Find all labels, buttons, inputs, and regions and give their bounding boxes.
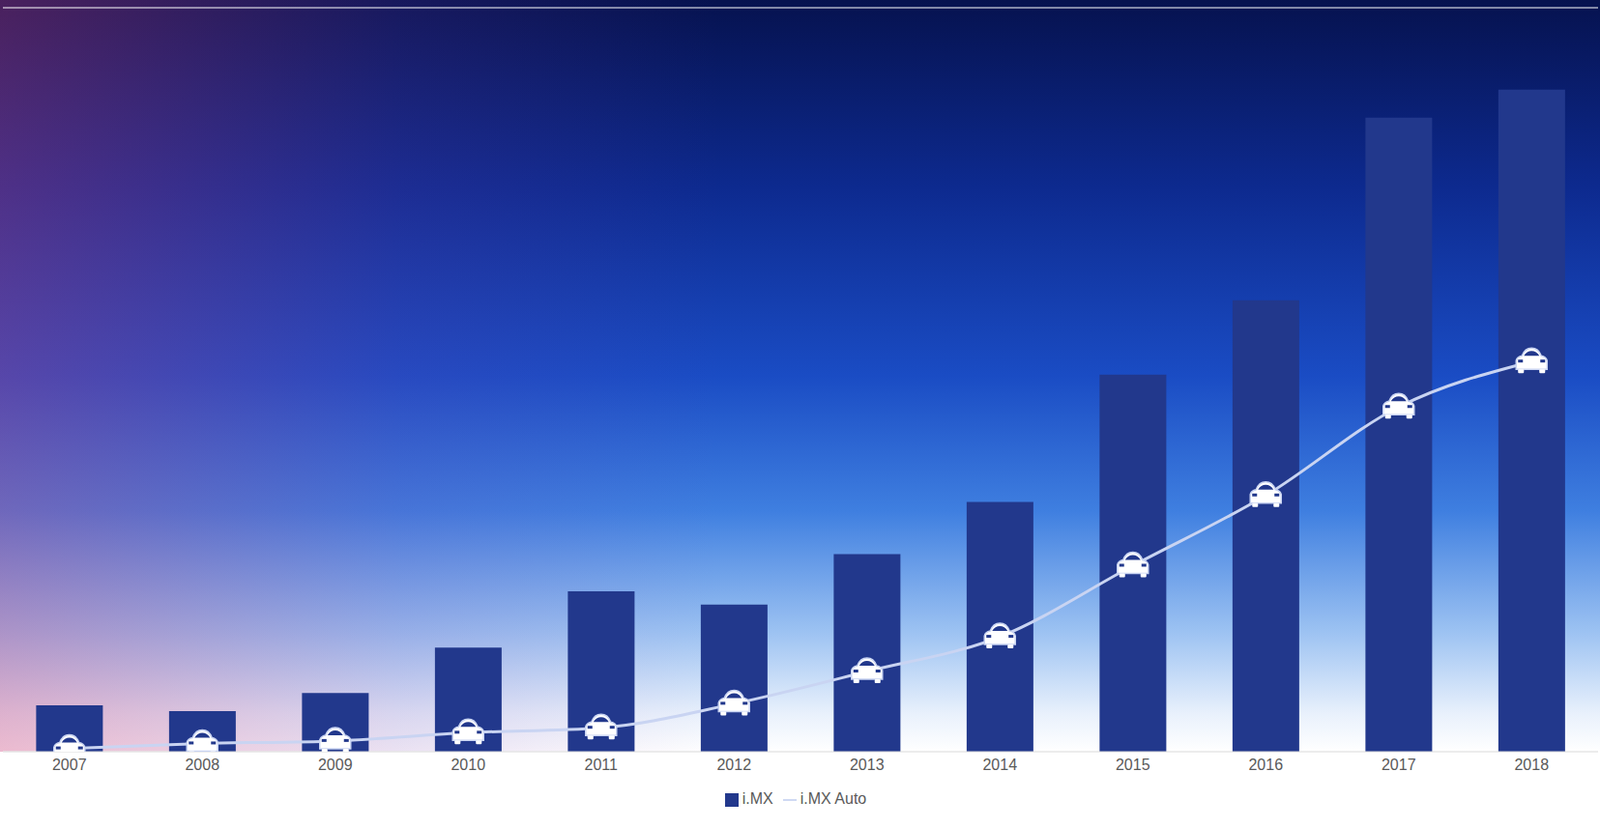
svg-text:2016: 2016	[1248, 756, 1283, 774]
svg-text:2014: 2014	[982, 756, 1018, 774]
svg-text:2009: 2009	[318, 756, 353, 774]
svg-text:2018: 2018	[1513, 756, 1549, 774]
svg-text:2007: 2007	[52, 756, 88, 774]
svg-text:2012: 2012	[716, 756, 752, 774]
html-text:i.MX: i.MX	[742, 790, 774, 808]
svg-text:2017: 2017	[1381, 756, 1417, 774]
html-text:i.MX Auto: i.MX Auto	[800, 790, 867, 808]
svg-text:2011: 2011	[584, 756, 619, 774]
svg-text:2010: 2010	[450, 756, 486, 774]
svg-text:2008: 2008	[184, 756, 220, 774]
svg-text:2015: 2015	[1115, 756, 1151, 774]
svg-text:2013: 2013	[849, 756, 885, 774]
